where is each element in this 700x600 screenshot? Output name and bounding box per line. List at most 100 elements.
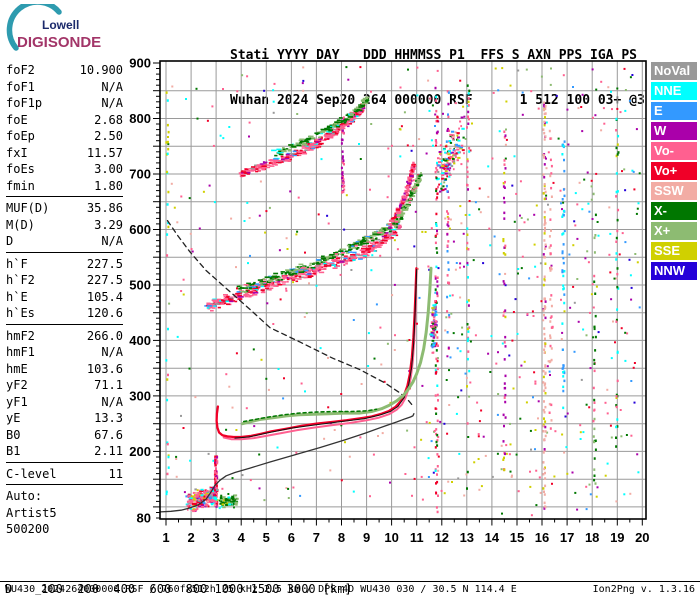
parameter-panel: foF2 10.900 foF1 N/A foF1p N/A foE 2.68 foEp 2.50… (6, 62, 123, 538)
y-axis-labels: 900 800 700 600 500 400 300 200 80 (129, 56, 151, 526)
trace-true-height-profile (159, 413, 415, 513)
trace-F2-x-trace (241, 266, 433, 426)
param-label: fmin (6, 178, 35, 193)
param-row-hes: h`Es 120.6 (6, 305, 123, 322)
y-tick-label: 200 (129, 444, 151, 459)
legend-item-e: E (651, 102, 697, 120)
header-fields-line: Stati YYYY DAY DDD HHMMSS P1 FFS S AXN P… (230, 48, 637, 63)
x-tick-label: 3 (212, 530, 219, 545)
param-value: 11.57 (86, 145, 123, 160)
param-row-ye: yE 13.3 (6, 410, 123, 427)
param-separator (6, 251, 123, 253)
param-label: h`F2 (6, 273, 35, 287)
legend-item-nne: NNE (651, 82, 697, 100)
param-row-yf1: yF1 N/A (6, 394, 123, 411)
param-row-auto: Auto: (6, 488, 123, 505)
param-value: 10.900 (79, 63, 123, 77)
legend-item-noval: NoVal (651, 62, 697, 80)
status-program-version: Ion2Png v. 1.3.16 (592, 584, 695, 595)
x-tick-label: 5 (263, 530, 270, 545)
x-tick-label: 12 (435, 530, 449, 545)
x-tick-label: 7 (313, 530, 320, 545)
y-tick-label: 700 (129, 167, 151, 182)
x-tick-label: 4 (238, 530, 246, 545)
param-label: B0 (6, 427, 21, 442)
header: Stati YYYY DAY DDD HHMMSS P1 FFS S AXN P… (230, 18, 645, 138)
x-tick-label: 20 (635, 530, 649, 545)
status-file-info: WU430_2024264000000.RSF / 760fx512h 25 k… (5, 584, 517, 595)
param-value: 120.6 (86, 306, 123, 320)
param-row-mufd: MUF(D) 35.86 (6, 200, 123, 217)
x-tick-label: 14 (485, 530, 500, 545)
param-value: 105.4 (86, 289, 123, 304)
param-value: 103.6 (86, 361, 123, 376)
param-separator (6, 484, 123, 485)
param-row-fmin: fmin 1.80 (6, 178, 123, 195)
param-row-fof2: foF2 10.900 (6, 62, 123, 79)
y-tick-label: 400 (129, 333, 151, 348)
x-tick-label: 6 (288, 530, 295, 545)
param-label: h`E (6, 289, 28, 304)
plot-frame (159, 60, 647, 520)
param-row-he: h`E 105.4 (6, 289, 123, 306)
x-tick-label: 8 (338, 530, 345, 545)
param-value: N/A (101, 96, 123, 110)
param-label: Artist5 (6, 505, 57, 520)
param-label: 500200 (6, 522, 50, 536)
x-tick-label: 2 (187, 530, 194, 545)
x-tick-label: 16 (535, 530, 549, 545)
param-separator (6, 323, 123, 325)
param-value: 1.80 (94, 178, 123, 193)
param-label: yF2 (6, 378, 28, 392)
param-label: foF2 (6, 63, 35, 77)
param-value: 227.5 (86, 273, 123, 287)
legend-item-sse: SSE (651, 242, 697, 260)
param-value: 13.3 (94, 411, 123, 425)
legend-item-x: X+ (651, 222, 697, 240)
param-row-fxi: fxI 11.57 (6, 145, 123, 162)
x-tick-label: 18 (585, 530, 599, 545)
param-value: 35.86 (86, 201, 123, 215)
x-tick-label: 13 (460, 530, 474, 545)
param-row-fof1: foF1 N/A (6, 79, 123, 96)
param-value: 3.29 (94, 217, 123, 232)
param-row-b0: B0 67.6 (6, 427, 123, 444)
param-label: foF1p (6, 96, 43, 110)
y-tick-label: 900 (129, 56, 151, 71)
trace-lines (159, 219, 433, 513)
param-value: 227.5 (86, 256, 123, 271)
x-tick-label: 19 (610, 530, 624, 545)
param-row-500200: 500200 (6, 521, 123, 538)
param-value: N/A (101, 394, 123, 409)
param-row-hf: h`F 227.5 (6, 256, 123, 273)
param-row-foep: foEp 2.50 (6, 128, 123, 145)
trace-F2-x-trace-dark (242, 408, 378, 423)
status-divider (0, 581, 700, 582)
param-value: 2.68 (94, 112, 123, 127)
trace-muf-transmission-curve (166, 219, 414, 407)
param-row-hmf1: hmF1 N/A (6, 344, 123, 361)
param-label: Auto: (6, 489, 43, 503)
param-value: 67.6 (94, 427, 123, 442)
plot-grid (160, 61, 646, 519)
lowell-digisonde-logo: Lowell DIGISONDE (6, 4, 101, 51)
y-tick-label: 300 (129, 388, 151, 403)
interference-streaks (165, 84, 620, 514)
param-label: yF1 (6, 394, 28, 409)
param-label: foF1 (6, 79, 35, 94)
legend-item-w: W (651, 122, 697, 140)
param-row-hf2: h`F2 227.5 (6, 272, 123, 289)
legend-item-vo: Vo+ (651, 162, 697, 180)
param-label: hmF2 (6, 328, 35, 343)
param-row-md: M(D) 3.29 (6, 217, 123, 234)
param-value: N/A (101, 234, 123, 248)
x-axis-labels: 1 2 3 4 5 6 7 8 9 10 11 12 13 14 15 16 17 18 19 20 (162, 530, 649, 545)
x-tick-label: 17 (560, 530, 574, 545)
x-tick-label: 1 (162, 530, 169, 545)
param-label: C-level (6, 466, 57, 481)
logo-arc-icon (6, 4, 62, 51)
param-label: M(D) (6, 217, 35, 232)
x-tick-label: 15 (510, 530, 524, 545)
